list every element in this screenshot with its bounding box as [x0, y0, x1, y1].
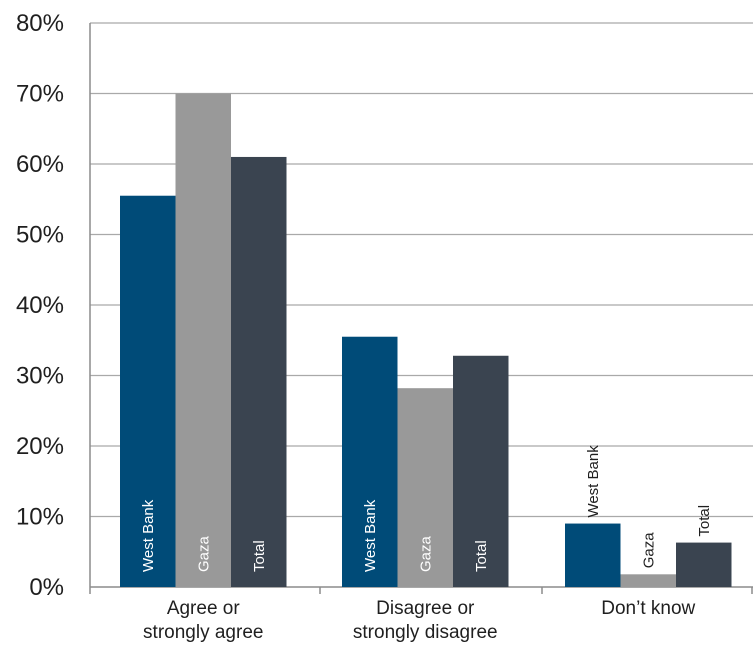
category-labels: Agree or strongly agree Disagree or strongl…	[143, 598, 695, 643]
bars	[120, 93, 732, 587]
bar-label-west-bank-agree-or-strongly-agree: West Bank	[140, 499, 157, 572]
bar-label-gaza-disagree-or-strongly-disagree: Gaza	[417, 535, 434, 572]
bar-labels: West Bank Gaza Total West Bank Gaza Total West…	[140, 445, 713, 572]
y-tick-label-50: 50%	[16, 222, 64, 249]
bar-label-total-disagree-or-strongly-disagree: Total	[473, 540, 490, 572]
y-tick-label-60: 60%	[16, 151, 64, 178]
bar-label-west-bank-disagree-or-strongly-disagree: West Bank	[362, 499, 379, 572]
y-tick-label-30: 30%	[16, 363, 64, 390]
category-label-disagree-or-strongly-disagree: Disagree or strongly disagree	[353, 598, 498, 643]
bar-west-bank-disagree-or-strongly-disagree	[342, 336, 398, 587]
bar-west-bank-don-t-know	[565, 523, 621, 587]
bar-label-gaza-don-t-know: Gaza	[640, 532, 657, 569]
y-tick-label-20: 20%	[16, 433, 64, 460]
y-tick-label-40: 40%	[16, 292, 64, 319]
bar-label-gaza-agree-or-strongly-agree: Gaza	[195, 535, 212, 572]
y-tick-label-80: 80%	[16, 10, 64, 37]
y-axis-tick-labels: 0% 10% 20% 30% 40% 50% 60% 70% 80%	[16, 10, 64, 601]
bar-gaza-don-t-know	[620, 574, 676, 587]
bar-label-total-agree-or-strongly-agree: Total	[251, 540, 268, 572]
y-tick-label-70: 70%	[16, 81, 64, 108]
category-label-don-t-know: Don’t know	[601, 598, 695, 619]
bar-label-west-bank-don-t-know: West Bank	[585, 445, 602, 518]
y-tick-label-0: 0%	[29, 574, 64, 601]
bar-gaza-disagree-or-strongly-disagree	[397, 388, 453, 587]
category-label-agree-or-strongly-agree: Agree or strongly agree	[143, 598, 263, 643]
bar-label-total-don-t-know: Total	[696, 505, 713, 537]
bar-total-agree-or-strongly-agree	[231, 156, 287, 587]
bar-gaza-agree-or-strongly-agree	[175, 93, 231, 587]
y-tick-label-10: 10%	[16, 504, 64, 531]
bar-west-bank-agree-or-strongly-agree	[120, 195, 176, 587]
bar-total-don-t-know	[676, 542, 732, 587]
bar-total-disagree-or-strongly-disagree	[453, 355, 509, 587]
